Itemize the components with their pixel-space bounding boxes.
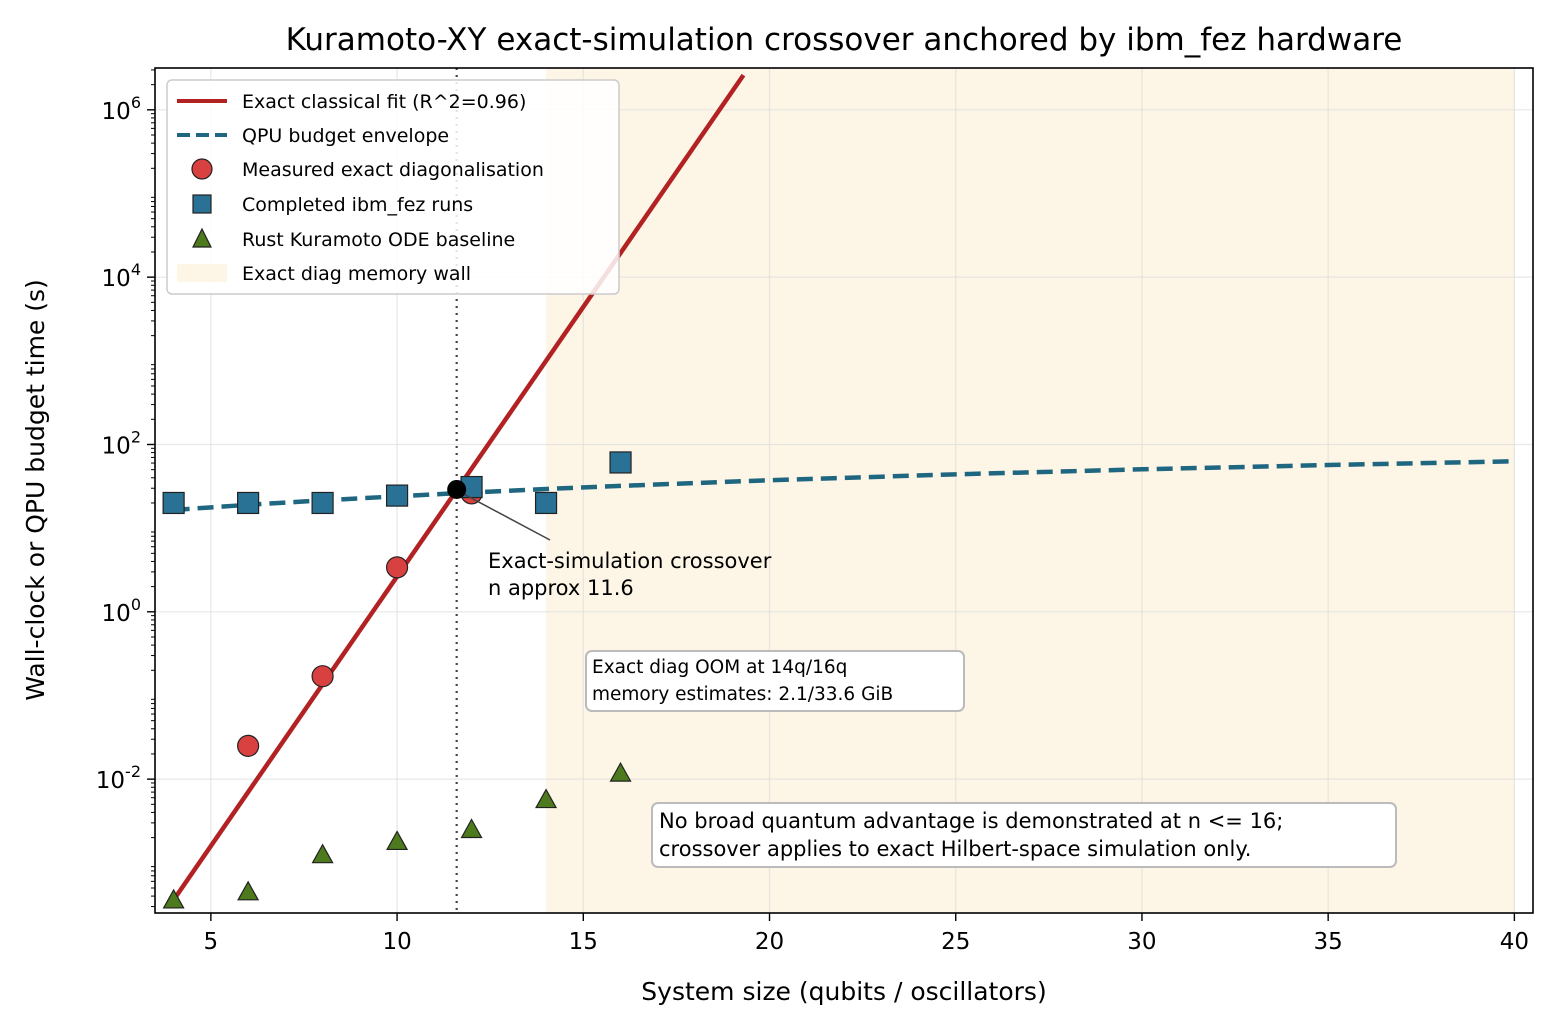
legend-square-swatch — [192, 194, 212, 214]
x-tick-label: 20 — [755, 929, 784, 955]
advantage-note-box — [651, 802, 1397, 868]
legend-entry-budget: QPU budget envelope — [242, 125, 449, 147]
ode-baseline-point — [237, 880, 260, 901]
exact-diag-point — [385, 556, 409, 579]
x-tick-label: 35 — [1314, 929, 1343, 955]
legend-entry-ibm: Completed ibm_fez runs — [242, 194, 473, 216]
x-tick-label: 15 — [569, 929, 598, 955]
x-tick-label: 10 — [382, 929, 411, 955]
y-axis-ticks: 10-2 100 102 104 106 — [96, 69, 155, 908]
x-tick-label: 40 — [1500, 929, 1529, 955]
y-tick-label: 104 — [102, 260, 141, 292]
x-tick-label: 30 — [1127, 929, 1156, 955]
oom-note-line2: memory estimates: 2.1/33.6 GiB — [592, 684, 893, 705]
x-tick-label: 5 — [204, 929, 219, 955]
ibm-fez-run-point — [311, 491, 334, 515]
chart-title: Kuramoto-XY exact-simulation crossover a… — [286, 22, 1403, 58]
crossover-label-line1: Exact-simulation crossover — [488, 549, 772, 573]
ibm-fez-run-point — [237, 491, 260, 515]
exact-diag-point — [237, 734, 260, 757]
legend-entry-measured: Measured exact diagonalisation — [242, 159, 544, 181]
oom-note-line1: Exact diag OOM at 14q/16q — [592, 657, 847, 678]
crossover-point — [447, 479, 467, 499]
legend-entry-ode: Rust Kuramoto ODE baseline — [242, 229, 515, 251]
x-axis-label: System size (qubits / oscillators) — [641, 977, 1046, 1006]
memory-wall-region-layer — [546, 68, 1515, 913]
annotation-layer: Exact-simulation crossover n approx 11.6 E… — [447, 479, 1397, 868]
legend-frame — [166, 79, 620, 295]
ode-baseline-point — [535, 788, 558, 809]
budget-line — [173, 459, 1515, 513]
crossover-label-line2: n approx 11.6 — [488, 576, 634, 600]
plot-frame — [154, 67, 1534, 914]
oom-note-box — [585, 650, 965, 712]
y-axis-label: Wall-clock or QPU budget time (s) — [21, 279, 50, 701]
ibm-fez-run-point — [534, 491, 558, 515]
ode-baseline-point — [162, 888, 185, 909]
advantage-note-line1: No broad quantum advantage is demonstrat… — [659, 809, 1283, 833]
legend-shade-swatch — [177, 264, 227, 282]
ode-baseline-point — [386, 830, 409, 851]
y-tick-label: 100 — [102, 595, 141, 627]
legend-circle-swatch — [191, 158, 213, 180]
y-tick-label: 10-2 — [96, 762, 141, 794]
ode-baseline-point — [460, 818, 483, 839]
x-tick-label: 25 — [941, 929, 970, 955]
ode-baseline-point — [609, 761, 632, 782]
ibm-fez-run-point — [385, 484, 409, 507]
x-axis-ticks: 5 10 15 20 25 30 35 40 — [204, 913, 1529, 955]
exact-diag-point — [311, 665, 334, 688]
y-tick-label: 106 — [102, 93, 141, 125]
memory-wall-region — [546, 68, 1515, 913]
ibm-fez-run-point — [609, 451, 632, 474]
crossover-arrow — [462, 492, 551, 541]
ode-baseline-point — [311, 843, 334, 864]
y-tick-label: 102 — [102, 427, 141, 459]
ibm-fez-run-point — [162, 491, 185, 515]
legend: Exact classical fit (R^2=0.96) QPU budge… — [166, 79, 620, 295]
marker-layer — [162, 451, 632, 909]
advantage-note-line2: crossover applies to exact Hilbert-space… — [659, 837, 1251, 861]
legend-triangle-swatch — [192, 227, 212, 248]
legend-entry-wall: Exact diag memory wall — [242, 263, 471, 285]
legend-entry-fit: Exact classical fit (R^2=0.96) — [242, 91, 526, 113]
